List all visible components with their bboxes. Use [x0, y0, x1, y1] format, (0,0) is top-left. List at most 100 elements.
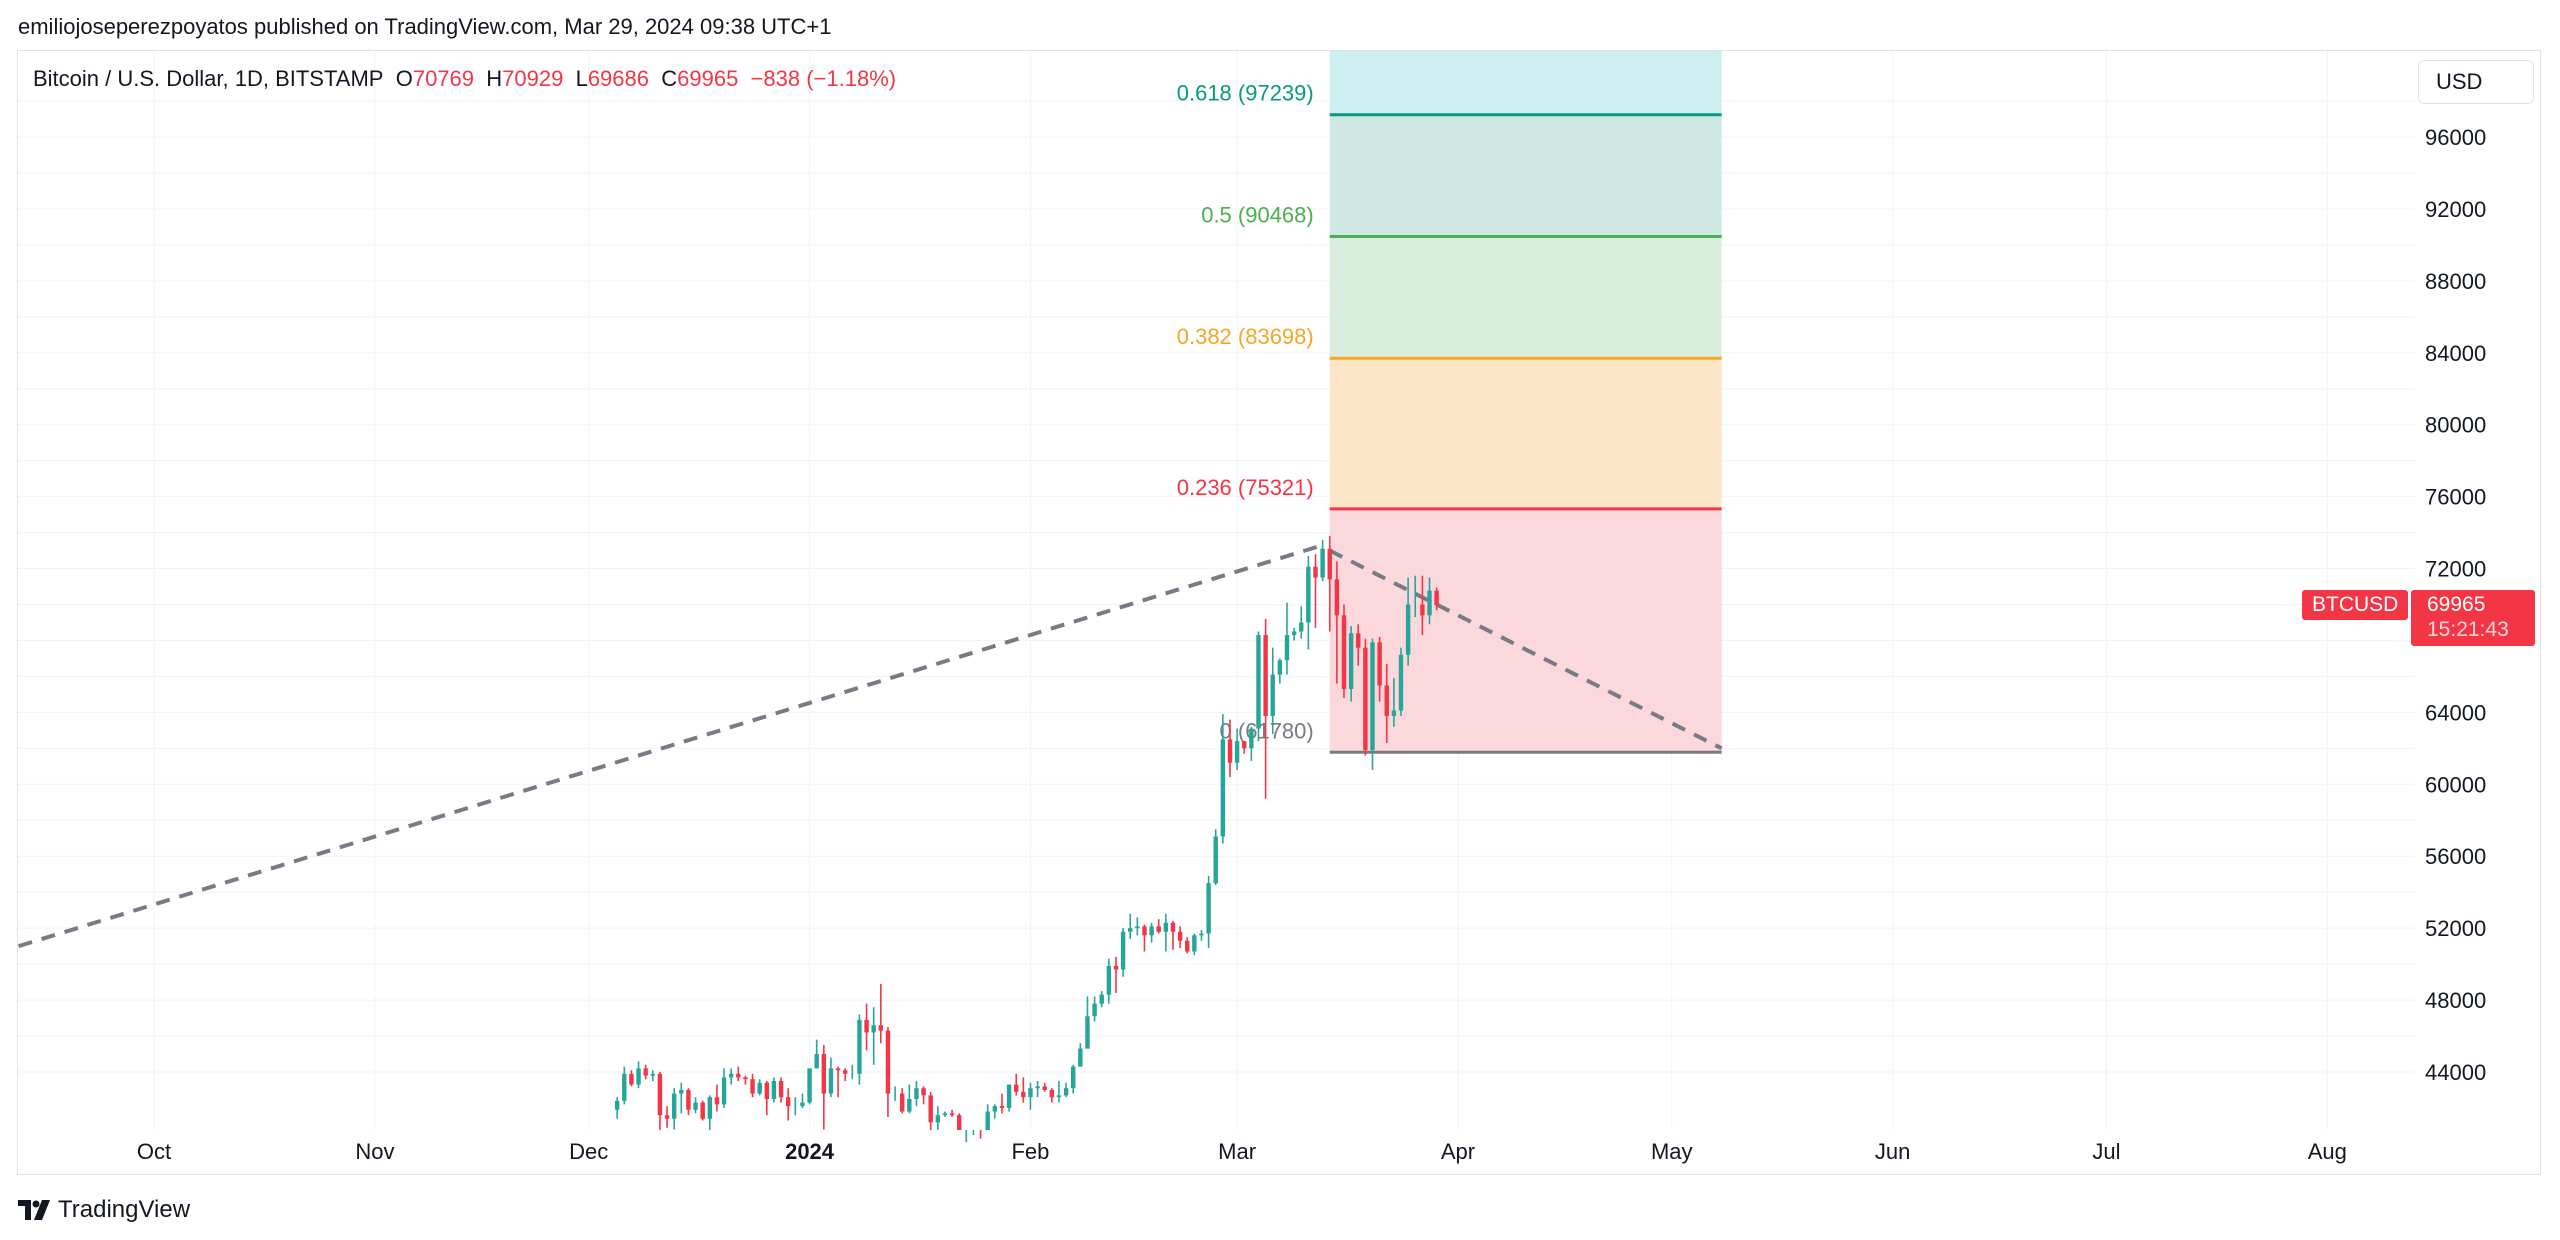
candle — [956, 1113, 962, 1130]
candle-body — [1149, 926, 1154, 936]
candle-body — [1227, 739, 1233, 763]
time-tick-label: Jul — [2092, 1139, 2120, 1164]
candle — [1234, 728, 1240, 770]
candle — [814, 1039, 819, 1069]
candle — [743, 1075, 748, 1085]
candle — [693, 1097, 698, 1114]
candle — [1156, 919, 1161, 934]
candle-body — [771, 1080, 777, 1099]
candle-body — [1434, 590, 1439, 606]
candle-body — [1021, 1091, 1026, 1098]
candle-body — [885, 1030, 891, 1094]
candle — [686, 1088, 691, 1116]
candle-body — [1063, 1088, 1069, 1096]
symbol-name: Bitcoin / U.S. Dollar, 1D, BITSTAMP — [33, 66, 384, 91]
candle-body — [907, 1098, 912, 1112]
time-tick-label: Apr — [1441, 1139, 1475, 1164]
candle-body — [800, 1102, 805, 1107]
candle — [1085, 996, 1090, 1049]
candle — [1063, 1082, 1069, 1098]
candle-body — [764, 1082, 770, 1099]
candle-body — [1056, 1095, 1062, 1098]
candle-body — [1199, 933, 1204, 936]
candle-body — [721, 1077, 727, 1105]
currency-selector[interactable]: USD — [2418, 60, 2534, 104]
candle-body — [750, 1079, 755, 1094]
price-tick-label: 92000 — [2425, 197, 2486, 222]
candle-body — [1391, 710, 1397, 716]
low-label: L — [575, 66, 588, 91]
candle — [785, 1088, 791, 1121]
candle-body — [842, 1070, 848, 1074]
candle-body — [864, 1019, 869, 1033]
candle — [1078, 1043, 1083, 1067]
candle — [721, 1068, 727, 1108]
candle-body — [1135, 926, 1140, 929]
candle-body — [1405, 604, 1411, 655]
candle-body — [671, 1093, 677, 1119]
candle — [1013, 1073, 1019, 1096]
candle-body — [650, 1073, 656, 1076]
candle — [992, 1104, 998, 1119]
candle — [671, 1088, 677, 1130]
candle — [1163, 913, 1169, 952]
candle-body — [1142, 926, 1147, 936]
candle-body — [1249, 728, 1254, 749]
candle — [1377, 636, 1382, 702]
candle — [1220, 714, 1226, 844]
candle — [985, 1104, 990, 1130]
candle-body — [679, 1089, 684, 1094]
candle-body — [1348, 633, 1354, 690]
symbol-legend[interactable]: Bitcoin / U.S. Dollar, 1D, BITSTAMP O707… — [33, 66, 896, 92]
price-tick-label: 76000 — [2425, 485, 2486, 510]
price-tick-label: 88000 — [2425, 269, 2486, 294]
candle-body — [1163, 922, 1169, 932]
candle — [1056, 1080, 1062, 1103]
candle-body — [1356, 633, 1361, 648]
candle — [1256, 631, 1261, 742]
candle — [807, 1068, 812, 1105]
candle-body — [1370, 642, 1375, 751]
candle-body — [1363, 647, 1368, 751]
candle — [664, 1106, 670, 1128]
fib-level-label-0.236: 0.236 (75321) — [1177, 475, 1314, 500]
candle — [1398, 647, 1404, 716]
candle-body — [1377, 642, 1382, 686]
candle — [842, 1068, 848, 1081]
fib-level-label-0.618: 0.618 (97239) — [1177, 81, 1314, 106]
price-tick-label: 44000 — [2425, 1060, 2486, 1085]
tradingview-logo[interactable]: TradingView — [18, 1196, 190, 1224]
time-tick-label: Feb — [1011, 1139, 1049, 1164]
candle-body — [700, 1102, 705, 1119]
candle-body — [949, 1113, 955, 1116]
candle — [1384, 663, 1389, 743]
candle-body — [693, 1102, 698, 1110]
candle — [1135, 917, 1140, 936]
candle-body — [1013, 1084, 1019, 1092]
candle-body — [1234, 741, 1240, 763]
candle — [1049, 1088, 1055, 1103]
candle — [1035, 1080, 1040, 1098]
candle-body — [871, 1025, 876, 1033]
candle-body — [899, 1093, 905, 1112]
candle-body — [1327, 548, 1332, 580]
candle-body — [1192, 935, 1197, 952]
candle-body — [985, 1111, 990, 1130]
candle-body — [1291, 631, 1297, 636]
candle-body — [1177, 931, 1183, 941]
candle — [1263, 618, 1268, 799]
candle-body — [956, 1115, 962, 1130]
candle-body — [914, 1088, 919, 1099]
price-tick-label: 64000 — [2425, 700, 2486, 725]
candle-body — [921, 1088, 926, 1096]
candle-body — [1170, 922, 1176, 932]
price-tick-label: 60000 — [2425, 772, 2486, 797]
candle-body — [828, 1068, 834, 1094]
candle-body — [1398, 654, 1404, 711]
candle-body — [736, 1073, 741, 1078]
candle — [949, 1109, 955, 1117]
price-tick-label: 52000 — [2425, 916, 2486, 941]
candle — [800, 1093, 805, 1108]
close-value: 69965 — [677, 66, 739, 91]
